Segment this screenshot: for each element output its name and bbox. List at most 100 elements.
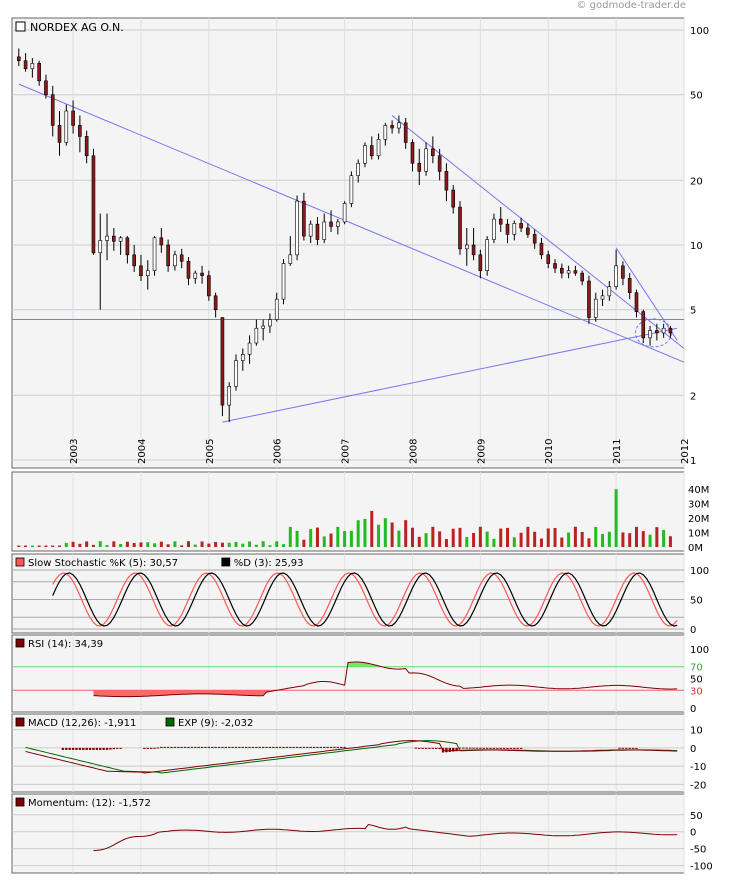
volume-bar [628, 533, 632, 547]
volume-bar [465, 537, 469, 547]
candle-body [403, 122, 408, 143]
macd-tick-label: 10 [690, 726, 703, 737]
macd-histogram-bar [414, 747, 418, 749]
year-tick-label: 2004 [137, 439, 148, 464]
candle-body [139, 265, 143, 276]
macd-histogram-bar [302, 746, 306, 748]
candle-body [648, 330, 652, 339]
candle-body [23, 60, 28, 70]
candle-body [254, 327, 259, 344]
macd-histogram-bar [105, 747, 109, 750]
candle-body [668, 327, 673, 334]
candle-body [240, 354, 245, 361]
trendline [18, 83, 685, 363]
volume-bar [173, 541, 177, 547]
candle-body [600, 295, 605, 300]
volume-bar [119, 543, 123, 547]
volume-bar [254, 544, 258, 547]
candle-body [336, 221, 340, 227]
legend-label: MACD (12,26): -1,911 [28, 718, 136, 729]
macd-histogram-bar [452, 747, 455, 752]
volume-bar [343, 531, 347, 547]
candle-body [268, 319, 272, 327]
volume-bar [248, 541, 252, 547]
candle-body [308, 223, 313, 237]
volume-bar [166, 544, 170, 547]
year-tick-label: 2009 [476, 439, 487, 464]
volume-bar [288, 526, 292, 547]
candle-body [573, 270, 578, 274]
candle-body [560, 267, 564, 274]
macd-histogram-bar [221, 746, 224, 748]
rsi-line [93, 661, 678, 698]
volume-bar [98, 541, 102, 547]
stoch-k-line [52, 572, 678, 627]
year-tick-label: 2003 [69, 439, 80, 464]
volume-bar [78, 543, 82, 547]
macd-histogram-bar [116, 747, 119, 749]
candle-body [213, 295, 218, 311]
macd-histogram-bar [445, 747, 448, 753]
macd-histogram-bar [102, 747, 105, 750]
candle-body [485, 239, 489, 271]
macd-histogram-bar [282, 746, 285, 748]
macd-histogram-bar [149, 747, 153, 749]
volume-bar [71, 541, 75, 547]
candle-body [661, 327, 666, 334]
volume-bar [553, 527, 557, 547]
macd-histogram-bar [326, 746, 329, 748]
macd-histogram-bar [499, 747, 502, 749]
candle-body [37, 63, 41, 82]
macd-histogram-bar [278, 746, 282, 748]
volume-bar [51, 545, 55, 547]
volume-bar [261, 541, 265, 547]
candle-body [519, 223, 523, 229]
volume-bar [655, 527, 659, 547]
candle-body [424, 148, 428, 172]
macd-histogram-bar [289, 746, 292, 748]
candle-body [322, 221, 327, 240]
macd-histogram-bar [99, 747, 102, 750]
macd-histogram-bar [424, 747, 428, 749]
panel-5 [11, 793, 685, 874]
candle-body [84, 136, 89, 157]
candle-body [641, 311, 646, 339]
candle-body [614, 265, 618, 287]
volume-bar [349, 530, 353, 547]
volume-bar [377, 524, 381, 547]
volume-bar [24, 545, 28, 547]
candle-body [281, 263, 286, 300]
macd-histogram-bar [255, 746, 258, 748]
volume-bar [91, 544, 95, 547]
volume-bar [227, 542, 231, 547]
volume-bar [444, 539, 448, 547]
candle-body [193, 272, 198, 279]
candle-body [546, 254, 551, 264]
macd-histogram-bar [516, 747, 519, 749]
candle-body [44, 80, 48, 96]
volume-bar [241, 543, 245, 547]
macd-histogram-bar [61, 747, 65, 750]
macd-histogram-bar [204, 746, 207, 748]
candle-body [655, 330, 659, 334]
macd-histogram-bar [275, 746, 278, 748]
volume-bar [58, 545, 62, 547]
macd-histogram-bar [485, 747, 489, 749]
macd-histogram-bar [92, 747, 95, 750]
volume-bar [404, 520, 408, 547]
candle-body [166, 244, 170, 267]
candle-body [634, 292, 639, 312]
candle-body [186, 260, 191, 279]
rsi-overbought-area [348, 662, 379, 667]
macd-histogram-bar [333, 746, 336, 748]
volume-bar [268, 545, 272, 547]
candle-body [105, 235, 109, 241]
volume-bar [573, 526, 577, 547]
volume-bar [560, 537, 564, 547]
candle-body [539, 242, 544, 256]
momentum-tick-label: -100 [690, 862, 713, 873]
year-tick-label: 2010 [544, 439, 555, 464]
candle-body [478, 254, 483, 271]
stoch-tick-label: 100 [690, 566, 709, 577]
